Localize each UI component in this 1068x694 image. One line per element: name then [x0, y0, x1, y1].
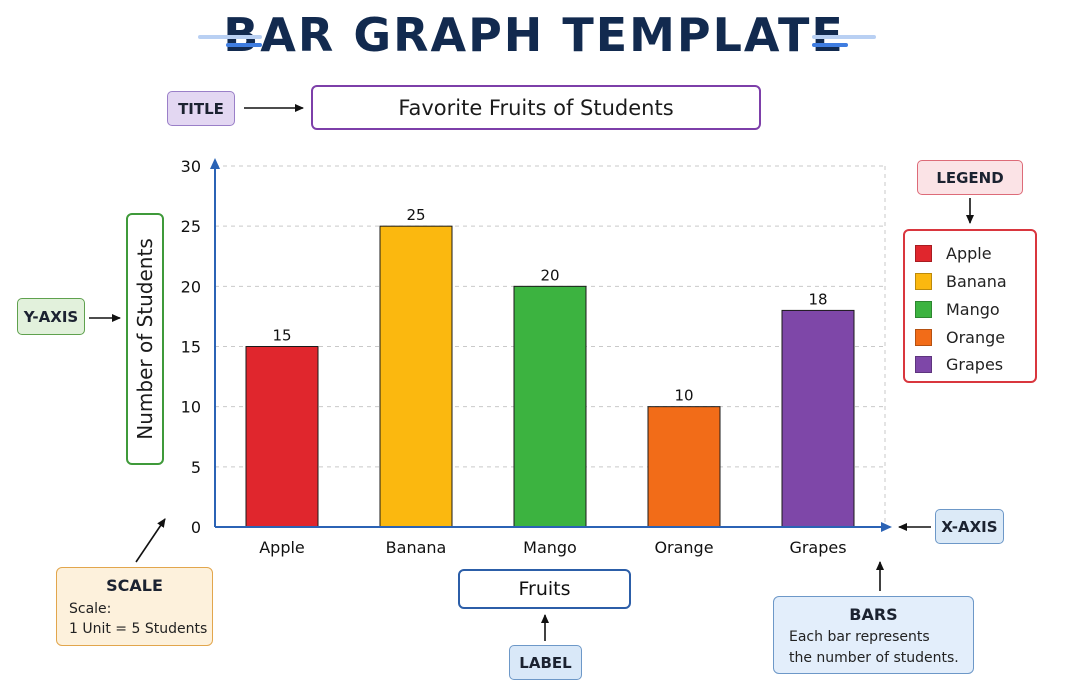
title-decoration-left [198, 35, 262, 39]
y-tick-label-30: 30 [181, 157, 201, 176]
bars-line-2: the number of students. [789, 650, 959, 666]
legend-item-banana: Banana [915, 270, 1007, 292]
legend-label-grapes: Grapes [946, 354, 1004, 374]
y-tick-label-20: 20 [181, 277, 201, 296]
y-axis-label-box: Number of Students [126, 213, 164, 465]
bar-mango [513, 285, 587, 528]
x-category-label-banana: Banana [386, 538, 447, 557]
legend-label-mango: Mango [946, 299, 1000, 319]
x-axis-tag: X-AXIS [935, 509, 1004, 544]
bar-value-label-orange: 10 [674, 387, 693, 405]
bar-grapes [781, 309, 855, 528]
bar-value-label-mango: 20 [540, 266, 559, 284]
legend-item-grapes: Grapes [915, 353, 1003, 375]
scale-line-2: 1 Unit = 5 Students [69, 621, 208, 637]
bars-heading: BARS [849, 605, 898, 624]
label-tag: LABEL [509, 645, 582, 680]
bar-value-labels: 15 25 20 10 18 [272, 206, 827, 404]
legend-item-apple: Apple [915, 242, 992, 264]
title-decoration-right [812, 35, 876, 39]
y-tick-labels: 0 5 10 15 20 25 30 [181, 157, 201, 537]
legend-label-orange: Orange [946, 327, 1006, 347]
x-category-label-orange: Orange [654, 538, 713, 557]
scale-line-1: Scale: [69, 601, 112, 617]
y-tick-label-15: 15 [181, 338, 201, 357]
legend: Apple Banana Mango Orange Grapes [903, 229, 1037, 383]
title-decoration-right-accent [812, 43, 848, 47]
bars [245, 225, 855, 528]
legend-swatch-apple [915, 244, 932, 262]
bar-orange [647, 406, 721, 528]
main-title: BAR GRAPH TEMPLATE [223, 8, 845, 62]
y-tick-label-25: 25 [181, 217, 201, 236]
title-tag: TITLE [167, 91, 235, 126]
bar-value-label-grapes: 18 [808, 290, 827, 308]
legend-label-apple: Apple [946, 243, 992, 263]
bars-note: BARS Each bar represents the number of s… [773, 596, 974, 674]
chart-title: Favorite Fruits of Students [311, 85, 761, 130]
scale-heading: SCALE [106, 576, 163, 595]
legend-swatch-banana [915, 272, 932, 290]
legend-swatch-orange [915, 328, 932, 346]
y-tick-label-5: 5 [191, 458, 201, 477]
bar-banana [379, 225, 453, 528]
x-category-labels: Apple Banana Mango Orange Grapes [259, 538, 846, 557]
x-axis-label: Fruits [458, 569, 631, 609]
x-category-label-grapes: Grapes [789, 538, 846, 557]
bar-value-label-banana: 25 [406, 206, 425, 224]
legend-label-banana: Banana [946, 271, 1007, 291]
scale-note: SCALE Scale: 1 Unit = 5 Students [56, 567, 213, 646]
bar-value-label-apple: 15 [272, 327, 291, 345]
legend-tag: LEGEND [917, 160, 1023, 195]
y-axis-tag: Y-AXIS [17, 298, 85, 335]
legend-swatch-mango [915, 300, 932, 318]
y-tick-label-10: 10 [181, 398, 201, 417]
legend-item-mango: Mango [915, 298, 1000, 320]
x-category-label-mango: Mango [523, 538, 577, 557]
scale-arrow [135, 518, 166, 563]
bars-line-1: Each bar represents [789, 629, 930, 645]
legend-item-orange: Orange [915, 326, 1005, 348]
x-category-label-apple: Apple [259, 538, 305, 557]
y-tick-label-0: 0 [191, 518, 201, 537]
title-decoration-left-accent [226, 43, 262, 47]
legend-swatch-grapes [915, 355, 932, 373]
bar-apple [245, 346, 319, 528]
